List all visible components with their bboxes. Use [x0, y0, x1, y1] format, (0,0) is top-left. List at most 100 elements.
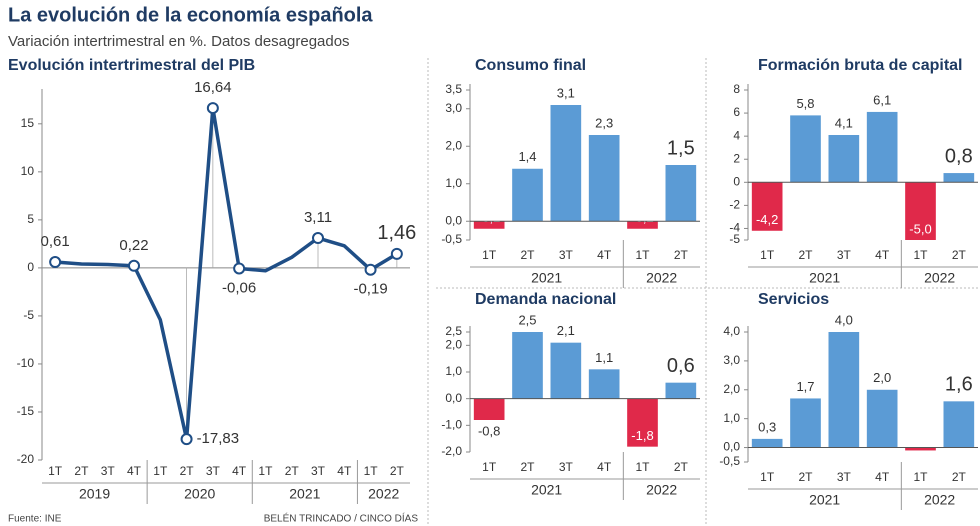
x-tick-label: 3T	[837, 248, 852, 262]
x-group-label: 2019	[79, 486, 110, 502]
x-tick-label: 2T	[285, 464, 300, 478]
x-group-label: 2022	[924, 492, 955, 508]
x-group-label: 2021	[531, 270, 562, 286]
value-label: 1,1	[595, 350, 613, 365]
x-tick-label: 4T	[597, 248, 612, 262]
x-tick-label: 2T	[952, 248, 967, 262]
y-tick-label: -5	[729, 232, 740, 246]
x-tick-label: 3T	[206, 464, 221, 478]
y-tick-label: 3,5	[445, 82, 462, 96]
value-label: 2,1	[557, 323, 575, 338]
x-tick-label: 2T	[180, 464, 195, 478]
bar	[943, 173, 975, 183]
x-group-label: 2021	[531, 482, 562, 498]
point	[49, 256, 62, 269]
y-tick-label: 0,0	[445, 213, 462, 227]
x-group-label: 2021	[809, 492, 840, 508]
x-tick-label: 1T	[635, 460, 650, 474]
bar	[665, 382, 697, 399]
bar	[550, 105, 582, 222]
y-tick-label: -5	[23, 308, 34, 322]
y-tick-label: -0,5	[719, 454, 740, 468]
value-label: 0,6	[667, 355, 695, 377]
x-tick-label: 2T	[674, 460, 689, 474]
x-group-label: 2020	[184, 486, 215, 502]
x-tick-label: 1T	[48, 464, 63, 478]
value-label: -0,2	[631, 210, 653, 225]
value-label: -0,1	[909, 432, 931, 447]
value-label: 0,8	[945, 145, 973, 167]
subtitle: Variación intertrimestral en %. Datos de…	[8, 33, 350, 50]
y-tick-label: -0,5	[441, 232, 462, 246]
point	[206, 102, 219, 115]
x-tick-label: 1T	[760, 470, 775, 484]
x-group-label: 2022	[924, 270, 955, 286]
y-tick-label: 1,0	[445, 364, 462, 378]
bar	[828, 135, 860, 183]
y-tick-label: 3,0	[445, 101, 462, 115]
bar	[588, 369, 620, 399]
y-tick-label: 2,0	[445, 338, 462, 352]
value-label: -0,06	[222, 279, 256, 296]
y-tick-label: -10	[17, 356, 35, 370]
value-label: 1,46	[377, 222, 416, 244]
value-label: 3,11	[304, 209, 332, 226]
y-tick-label: 15	[21, 116, 35, 130]
credit: BELÉN TRINCADO / CINCO DÍAS	[264, 512, 419, 525]
point	[390, 247, 403, 260]
bar	[627, 221, 658, 229]
y-tick-label: 0	[733, 174, 740, 188]
x-tick-label: 3T	[559, 460, 574, 474]
x-group-label: 2021	[809, 270, 840, 286]
bar	[866, 111, 898, 183]
bar	[473, 398, 505, 420]
bar	[790, 115, 821, 183]
y-tick-label: 0,0	[445, 391, 462, 405]
y-tick-label: -20	[17, 452, 35, 466]
x-tick-label: 1T	[482, 248, 497, 262]
x-tick-label: 2T	[390, 464, 405, 478]
x-tick-label: 2T	[74, 464, 89, 478]
bar	[550, 342, 582, 399]
y-tick-label: 8	[733, 82, 740, 96]
value-label: 5,8	[796, 96, 814, 111]
x-tick-label: 1T	[364, 464, 379, 478]
point	[128, 259, 140, 272]
bar	[751, 438, 783, 448]
bar	[828, 332, 860, 448]
value-label: 16,64	[194, 79, 232, 96]
y-tick-label: -15	[17, 404, 35, 418]
x-tick-label: 2T	[520, 460, 535, 474]
y-tick-label: 4	[733, 128, 740, 142]
bar	[588, 135, 620, 222]
point	[180, 433, 193, 446]
point	[312, 232, 324, 245]
y-tick-label: -2	[729, 198, 740, 212]
y-tick-label: 5	[27, 212, 34, 226]
value-label: -17,83	[197, 430, 240, 447]
x-tick-label: 3T	[837, 470, 852, 484]
bar	[512, 168, 543, 222]
bar	[905, 447, 936, 451]
y-tick-label: -1,0	[441, 418, 462, 432]
x-group-label: 2022	[368, 486, 399, 502]
y-tick-label: 0	[27, 260, 34, 274]
y-tick-label: 0,0	[723, 440, 740, 454]
x-tick-label: 1T	[153, 464, 168, 478]
value-label: 2,5	[518, 312, 536, 327]
y-tick-label: -2,0	[441, 444, 462, 458]
value-label: 2,3	[595, 115, 613, 130]
bar	[943, 401, 975, 448]
bar	[751, 182, 783, 231]
value-label: 3,1	[557, 85, 575, 100]
source: Fuente: INE	[8, 514, 62, 525]
value-label: 1,6	[945, 374, 973, 396]
value-label: 0,3	[758, 419, 776, 434]
x-tick-label: 4T	[232, 464, 247, 478]
x-tick-label: 2T	[520, 248, 535, 262]
x-tick-label: 2T	[798, 248, 813, 262]
chart-title: Consumo final	[475, 57, 586, 74]
y-tick-label: 3,0	[723, 353, 740, 367]
title: La evolución de la economía española	[8, 4, 373, 26]
